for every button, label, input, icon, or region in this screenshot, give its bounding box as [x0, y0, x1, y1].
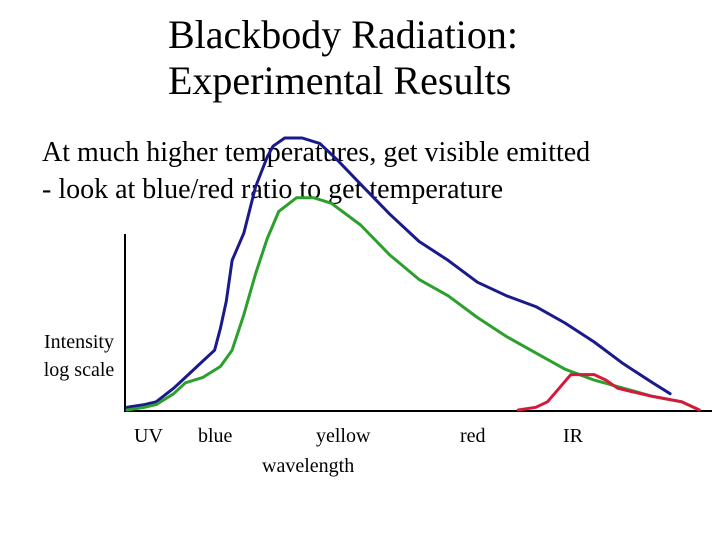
tick-label-blue: blue	[198, 425, 233, 447]
tick-label-ir: IR	[563, 425, 583, 447]
slide-title: Blackbody Radiation: Experimental Result…	[168, 12, 568, 104]
title-line-2: Experimental Results	[168, 58, 512, 103]
series-layer	[125, 136, 701, 412]
series-line-3	[516, 373, 701, 412]
bullet-line-2: - look at blue/red ratio to get temperat…	[42, 174, 504, 205]
tick-label-yellow: yellow	[316, 425, 371, 447]
x-axis-label: wavelength	[262, 455, 355, 477]
tick-label-uv: UV	[134, 425, 163, 447]
y-axis-label-line-2: log scale	[43, 359, 115, 381]
series-line-2	[125, 196, 701, 412]
series-line-1	[125, 136, 672, 409]
bullet-text: At much higher temperatures, get visible…	[42, 134, 712, 208]
y-axis-label-line-1: Intensity	[44, 331, 114, 353]
y-axis-label: Intensity log scale	[33, 328, 125, 384]
title-line-1: Blackbody Radiation:	[168, 12, 518, 57]
tick-label-red: red	[460, 425, 486, 447]
